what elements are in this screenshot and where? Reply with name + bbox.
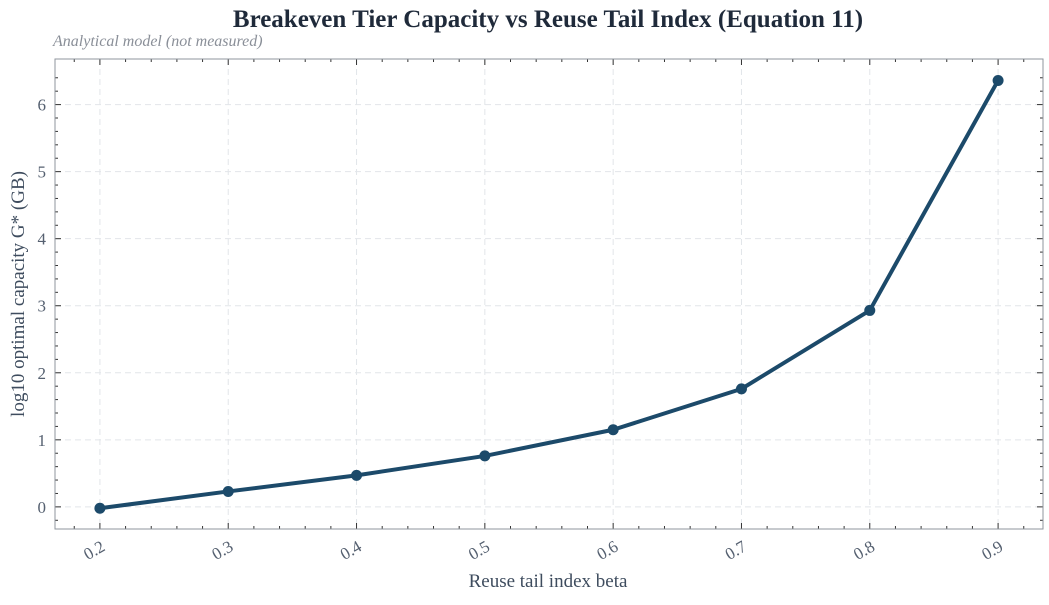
data-point xyxy=(607,424,619,436)
x-tick-label: 0.3 xyxy=(209,537,237,564)
data-point xyxy=(94,502,106,514)
y-tick-label: 1 xyxy=(38,431,47,450)
grid-layer xyxy=(55,59,1043,529)
y-tick-label: 5 xyxy=(38,163,47,182)
y-tick-label: 2 xyxy=(38,364,47,383)
data-point xyxy=(992,74,1004,86)
data-point xyxy=(222,485,234,497)
y-tick-label: 3 xyxy=(38,297,47,316)
x-tick-label: 0.6 xyxy=(593,537,621,564)
x-tick-label: 0.9 xyxy=(978,537,1006,564)
series-line xyxy=(97,78,1001,511)
data-point xyxy=(351,469,363,481)
y-tick-label: 0 xyxy=(38,498,47,517)
y-tick-label: 4 xyxy=(38,230,47,249)
x-tick-label: 0.8 xyxy=(850,537,878,564)
plot-frame xyxy=(54,58,1044,530)
tick-layer: 0.2 0.3 0.4 0.5 0.6 0.7 0.8 0.9 0 1 2 3 4 5 6 xyxy=(38,59,1043,564)
chart-title: Breakeven Tier Capacity vs Reuse Tail In… xyxy=(233,6,863,33)
x-tick-label: 0.2 xyxy=(80,537,108,564)
chart-subtitle: Analytical model (not measured) xyxy=(52,33,263,50)
x-tick-label: 0.7 xyxy=(722,536,750,563)
x-tick-label: 0.5 xyxy=(465,537,493,564)
data-point xyxy=(735,383,747,395)
y-axis-label: log10 optimal capacity G* (GB) xyxy=(8,171,29,417)
data-point xyxy=(479,450,491,462)
series-layer xyxy=(94,74,1004,514)
x-tick-label: 0.4 xyxy=(337,536,365,563)
y-tick-label: 6 xyxy=(38,96,47,115)
data-point xyxy=(864,304,876,316)
x-axis-label: Reuse tail index beta xyxy=(469,571,628,592)
